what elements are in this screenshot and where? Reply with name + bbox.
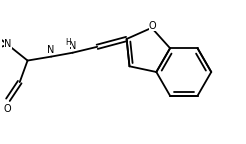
Text: N: N — [4, 39, 12, 49]
Text: N: N — [47, 45, 55, 55]
Text: N: N — [69, 41, 76, 51]
Text: H: H — [65, 38, 71, 47]
Text: O: O — [149, 21, 156, 31]
Text: O: O — [3, 104, 11, 114]
